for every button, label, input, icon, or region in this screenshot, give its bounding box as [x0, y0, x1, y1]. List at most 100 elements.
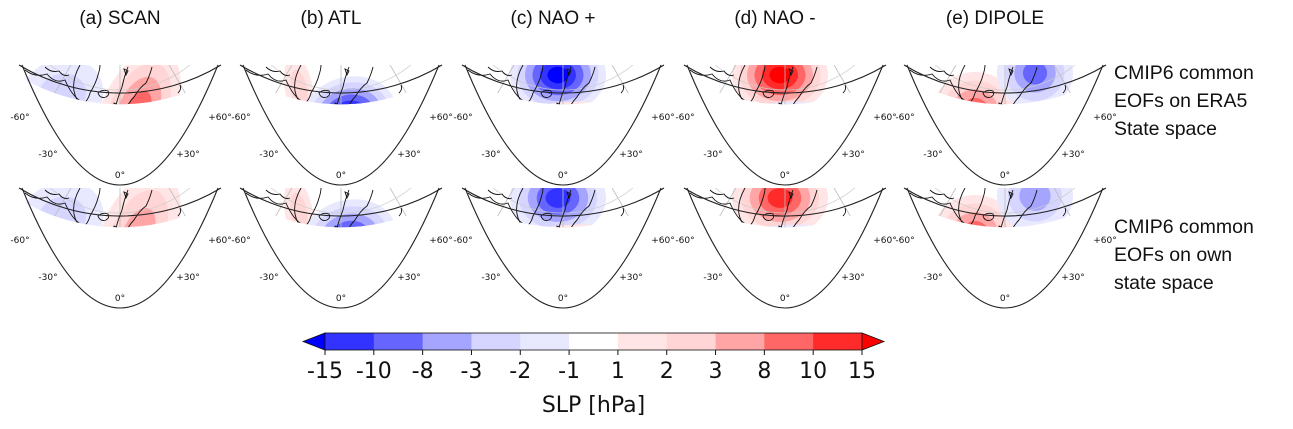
contour-level [961, 97, 989, 105]
coastline [24, 69, 90, 105]
coastline [597, 133, 613, 143]
map-boundary-arc [686, 187, 884, 309]
coastline [771, 234, 780, 248]
longitude-label: 0° [780, 294, 790, 304]
coastline [112, 189, 153, 228]
coastline [621, 121, 630, 131]
map-panel-e-own: -60° -30° 0° +30° +60° [895, 187, 1117, 309]
longitude-label: -60° [231, 113, 250, 123]
coastline [333, 189, 374, 228]
contour-level [769, 66, 791, 84]
map-boundary-arc [464, 187, 662, 309]
coastline [265, 189, 291, 199]
row-label-line: state space [1114, 272, 1214, 294]
row-label-line: CMIP6 common [1114, 62, 1254, 84]
longitude-label: -60° [675, 113, 694, 123]
slp-anomaly-low [682, 101, 849, 159]
map-boundary [239, 64, 443, 94]
longitude-label: -60° [895, 236, 914, 246]
coastline [318, 212, 331, 221]
coastline [106, 234, 115, 248]
map-boundary [461, 64, 665, 94]
map-boundary-arc [906, 187, 1104, 309]
contour-level [545, 188, 571, 208]
contour-level [730, 121, 790, 150]
colorbar-tick-label: -15 [307, 359, 343, 384]
coastline [375, 133, 391, 143]
longitude-label: -30° [923, 150, 942, 160]
coastline [333, 225, 342, 228]
coastline [265, 66, 291, 76]
coastline [788, 68, 794, 77]
coastline [597, 256, 613, 266]
coastline [112, 66, 153, 105]
longitude-label: -30° [38, 150, 57, 160]
latitude-circle [902, 188, 1108, 214]
colorbar-segment [520, 333, 570, 350]
longitude-label: +60° [873, 113, 897, 123]
coastline [1008, 191, 1014, 200]
longitude-label: +30° [841, 150, 865, 160]
contour-level [489, 111, 597, 163]
longitude-label: 0° [115, 171, 125, 181]
coastline [909, 192, 975, 228]
coastline [399, 244, 408, 254]
longitude-label: -60° [675, 236, 694, 246]
map-panel-c-own: -60° -30° 0° +30° +60° [453, 187, 675, 309]
colorbar-segment [373, 333, 424, 350]
coastline [689, 69, 755, 105]
colorbar: -15 -10 -8 -3 -2 -1 1 2 3 8 10 15 SLP [hPa] [301, 332, 886, 418]
map-panel-c-era5: -60° -30° 0° +30° +60° [453, 64, 675, 186]
panel-title-c: (c) NAO + [510, 8, 596, 29]
coastline [294, 188, 322, 228]
longitude-label: -60° [10, 113, 29, 123]
colorbar-segment [325, 333, 375, 350]
colorbar-tick-label: 10 [799, 359, 827, 384]
slp-anomaly-high [460, 224, 637, 294]
panel-title-b: (b) ATL [300, 8, 362, 29]
coastline [819, 133, 835, 143]
contour-level [473, 226, 613, 294]
meridian-line [17, 188, 121, 228]
coastline [344, 191, 350, 200]
coastline [73, 188, 101, 228]
longitude-label: +30° [176, 150, 200, 160]
coastline [177, 84, 182, 94]
coastline [123, 68, 129, 77]
map-panel-d-era5: -60° -30° 0° +30° +60° [675, 64, 897, 186]
meridian-line [784, 188, 888, 228]
coastline [958, 188, 986, 228]
colorbar-tick-label: 15 [848, 359, 876, 384]
slp-anomaly-low [682, 224, 849, 228]
row-label-era5: CMIP6 common EOFs on ERA5 State space [1114, 59, 1254, 143]
contour-level [709, 110, 811, 159]
coastline [112, 102, 121, 105]
slp-anomaly-low [20, 188, 104, 228]
slp-anomaly-low [510, 65, 606, 105]
colorbar-tick-label: 8 [757, 359, 771, 384]
coastline [997, 225, 1006, 228]
coastline [709, 66, 735, 76]
row-label-line: EOFs on own [1114, 244, 1233, 266]
coastline [997, 102, 1006, 105]
colorbar-extend-high [861, 332, 886, 351]
colorbar-segment [764, 333, 814, 350]
coastline [112, 225, 121, 228]
coastline [997, 189, 1038, 228]
longitude-label: +30° [176, 273, 200, 283]
coastline [555, 66, 596, 105]
coastline [1062, 207, 1067, 217]
coastline [73, 65, 101, 105]
longitude-label: -60° [453, 236, 472, 246]
colorbar-segment [666, 333, 717, 350]
coastline [549, 111, 558, 125]
coastline [777, 66, 818, 105]
longitude-label: 0° [336, 171, 346, 181]
longitude-label: -30° [259, 150, 278, 160]
longitude-label: +30° [619, 150, 643, 160]
longitude-label: +60° [208, 113, 232, 123]
coastline [178, 244, 187, 254]
coastline [738, 188, 766, 228]
map-boundary-arc [906, 64, 1104, 186]
map-boundary [18, 187, 222, 217]
